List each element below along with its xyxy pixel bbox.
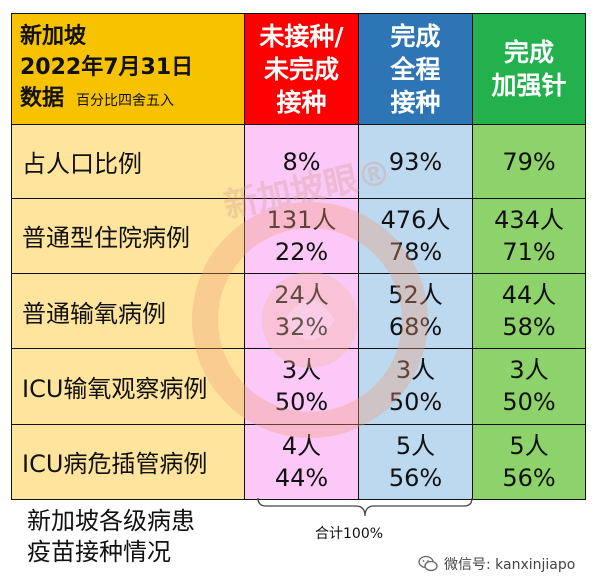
- column-header-fully-vaccinated-line: 完成: [390, 21, 441, 51]
- column-header-fully-vaccinated-line: 全程: [390, 54, 441, 84]
- fully-vaccinated-cell: 476人 78%: [358, 197, 473, 275]
- cell-value: 79%: [502, 147, 556, 176]
- corner-rounding-note: 百分比四舍五入: [76, 93, 175, 110]
- vaccination-table-wrap: 新加坡 2022年7月31日 数据 百分比四舍五入 未接种/ 未完成 接种 完成 …: [11, 12, 586, 501]
- total-label: 合计100%: [315, 526, 384, 542]
- column-header-booster: 完成 加强针: [472, 12, 586, 126]
- fully-vaccinated-cell: 93%: [358, 124, 473, 199]
- row-label: ICU病危插管病例: [11, 423, 245, 501]
- cell-percent: 44%: [274, 463, 329, 492]
- column-header-unvaccinated: 未接种/ 未完成 接种: [244, 12, 359, 126]
- cell-count: 52人: [388, 281, 443, 310]
- cell-count: 24人: [274, 281, 329, 310]
- corner-data-label: 数据: [20, 86, 65, 112]
- cell-percent: 50%: [502, 388, 556, 417]
- column-header-unvaccinated-line: 未完成: [263, 54, 339, 84]
- unvaccinated-cell: 8%: [244, 124, 359, 199]
- table-row: 普通输氧病例 24人 32% 52人 68% 44人 58%: [11, 273, 586, 350]
- cell-count: 44人: [501, 281, 557, 310]
- booster-cell: 3人 50%: [472, 348, 586, 425]
- unvaccinated-cell: 3人 50%: [244, 348, 359, 425]
- table-corner-title: 新加坡 2022年7月31日 数据 百分比四舍五入: [11, 12, 245, 126]
- unvaccinated-cell: 24人 32%: [244, 273, 359, 350]
- unvaccinated-cell: 4人 44%: [244, 423, 359, 501]
- cell-percent: 32%: [274, 313, 329, 342]
- caption-line: 疫苗接种情况: [27, 538, 171, 566]
- fully-vaccinated-cell: 5人 56%: [358, 423, 473, 501]
- cell-count: 3人: [509, 356, 549, 385]
- cell-count: 476人: [380, 205, 451, 234]
- unvaccinated-cell: 131人 22%: [244, 197, 359, 275]
- booster-cell: 5人 56%: [472, 423, 586, 501]
- row-label: 占人口比例: [11, 124, 245, 199]
- column-header-unvaccinated-line: 接种: [276, 87, 327, 117]
- chart-caption: 新加坡各级病患 疫苗接种情况: [27, 506, 195, 568]
- cell-percent: 22%: [274, 237, 329, 266]
- corner-data-line: 数据 百分比四舍五入: [20, 83, 244, 117]
- column-header-fully-vaccinated: 完成 全程 接种: [358, 12, 473, 126]
- column-header-unvaccinated-line: 未接种/: [259, 21, 344, 51]
- cell-count: 131人: [266, 205, 337, 234]
- cell-count: 5人: [509, 431, 549, 460]
- cell-count: 3人: [281, 356, 322, 385]
- row-label: 普通型住院病例: [11, 197, 245, 275]
- cell-value: 8%: [282, 147, 321, 176]
- wechat-icon: [418, 555, 438, 572]
- header-row: 新加坡 2022年7月31日 数据 百分比四舍五入 未接种/ 未完成 接种 完成 …: [11, 12, 586, 126]
- table-row: 占人口比例 8% 93% 79%: [11, 124, 586, 199]
- cell-percent: 58%: [502, 313, 556, 342]
- corner-country: 新加坡: [20, 24, 87, 50]
- booster-cell: 79%: [472, 124, 586, 199]
- table-row: ICU病危插管病例 4人 44% 5人 56% 5人 56%: [11, 423, 586, 501]
- vaccination-status-table: 新加坡 2022年7月31日 数据 百分比四舍五入 未接种/ 未完成 接种 完成 …: [11, 12, 586, 501]
- cell-percent: 50%: [274, 388, 329, 417]
- column-header-fully-vaccinated-line: 接种: [390, 87, 441, 117]
- column-header-booster-line: 完成: [503, 38, 554, 68]
- cell-count: 434人: [494, 205, 564, 234]
- fully-vaccinated-cell: 52人 68%: [358, 273, 473, 350]
- cell-value: 93%: [388, 147, 443, 176]
- wechat-id: 微信号: kanxinjiapo: [418, 554, 575, 574]
- booster-cell: 44人 58%: [472, 273, 586, 350]
- table-row: 普通型住院病例 131人 22% 476人 78% 434人 71%: [11, 197, 586, 275]
- row-label: ICU输氧观察病例: [11, 348, 245, 425]
- total-brace: [257, 497, 473, 517]
- cell-count: 5人: [395, 431, 436, 460]
- cell-percent: 56%: [388, 463, 443, 492]
- caption-line: 新加坡各级病患: [27, 507, 195, 535]
- cell-percent: 68%: [388, 313, 443, 342]
- cell-percent: 71%: [502, 237, 556, 266]
- cell-percent: 78%: [388, 237, 443, 266]
- wechat-label: 微信号: kanxinjiapo: [444, 557, 576, 573]
- corner-date: 2022年7月31日: [20, 55, 194, 81]
- cell-count: 4人: [281, 431, 322, 460]
- row-label: 普通输氧病例: [11, 273, 245, 350]
- cell-percent: 50%: [388, 388, 443, 417]
- column-header-booster-line: 加强针: [491, 71, 567, 101]
- cell-count: 3人: [395, 356, 436, 385]
- cell-percent: 56%: [502, 463, 556, 492]
- table-row: ICU输氧观察病例 3人 50% 3人 50% 3人 50%: [11, 348, 586, 425]
- fully-vaccinated-cell: 3人 50%: [358, 348, 473, 425]
- booster-cell: 434人 71%: [472, 197, 586, 275]
